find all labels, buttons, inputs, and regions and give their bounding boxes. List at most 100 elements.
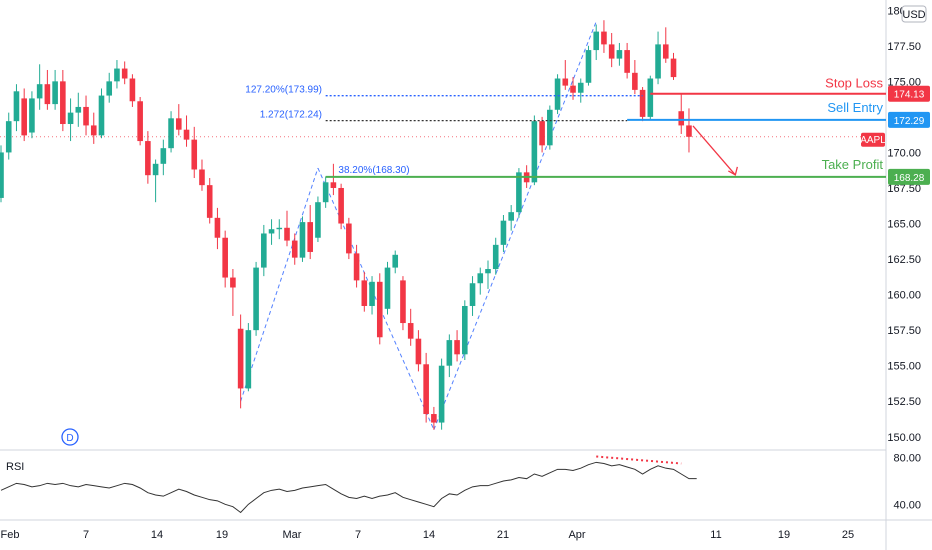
candle-body: [678, 111, 685, 126]
x-tick-label: Feb: [1, 529, 20, 541]
rsi-divergence-line: [596, 455, 682, 465]
candle-body: [322, 182, 329, 203]
candle-body: [361, 280, 368, 306]
candle-body: [36, 84, 43, 99]
y-tick-label: 157.50: [887, 325, 921, 337]
x-tick-label: 11: [710, 529, 721, 541]
candle-body: [13, 91, 20, 122]
x-tick-label: Apr: [568, 529, 585, 541]
candle-body: [570, 85, 576, 93]
candle-body: [261, 233, 267, 268]
candle-body: [562, 78, 569, 86]
stop-loss-label: Stop Loss: [825, 76, 883, 91]
candle-body: [214, 217, 221, 238]
candle-body: [338, 187, 344, 224]
candle-body: [245, 330, 252, 389]
candle-body: [446, 340, 453, 366]
candle-body: [29, 98, 35, 133]
candle-body: [415, 338, 422, 365]
candle-body: [191, 139, 198, 170]
y-tick-label: 155.00: [887, 361, 921, 373]
candle-body: [21, 98, 27, 136]
candle-body: [346, 223, 352, 254]
candle-body: [454, 340, 460, 355]
candle-body: [253, 267, 259, 331]
candle-body: [129, 78, 136, 102]
candle-body: [44, 84, 51, 105]
x-tick-label: 21: [497, 529, 509, 541]
stop-loss-price-box: [888, 85, 930, 102]
candle-body: [330, 182, 337, 188]
candle-body: [624, 50, 630, 73]
candle-body: [75, 106, 82, 113]
y-tick-label: 152.50: [887, 396, 921, 408]
rsi-y-tick-label: 40.00: [893, 499, 921, 511]
sell-entry-price-box: [888, 111, 930, 128]
candle-body: [601, 31, 607, 45]
candle-body: [0, 152, 4, 198]
take-profit-price-box: [888, 168, 930, 185]
y-tick-label: 150.00: [887, 432, 921, 444]
x-tick-label: 19: [216, 529, 228, 541]
x-tick-label: Mar: [283, 529, 302, 541]
currency-box: [901, 5, 927, 23]
y-tick-label: 177.50: [887, 41, 921, 53]
candle-body: [431, 414, 437, 423]
candle-body: [686, 125, 692, 137]
candle-body: [469, 283, 476, 306]
candle-body: [577, 82, 584, 93]
candle-body: [98, 95, 105, 136]
candle-body: [175, 118, 182, 130]
candle-body: [670, 58, 677, 78]
stop-loss-price-text: 174.13: [894, 90, 925, 101]
rsi-line: [0, 461, 697, 514]
candle-body: [655, 44, 661, 79]
candle-body: [485, 269, 491, 274]
rsi-label: RSI: [6, 461, 24, 473]
candle-body: [508, 212, 514, 221]
candle-body: [83, 106, 89, 126]
candle-body: [632, 72, 638, 90]
y-tick-label: 160.00: [887, 290, 921, 302]
down-arrow: [692, 125, 736, 176]
candle-body: [647, 78, 654, 117]
candle-body: [593, 31, 600, 51]
divider-badge-text: D: [66, 433, 73, 444]
x-tick-label: 7: [83, 529, 89, 541]
candle-body: [400, 280, 406, 324]
x-tick-label: 14: [423, 529, 435, 541]
divider-badge: [61, 428, 79, 446]
candle-body: [384, 267, 391, 309]
candle-body: [639, 89, 646, 117]
take-profit-price-text: 168.28: [894, 173, 925, 184]
candle-body: [554, 78, 561, 110]
candle-body: [52, 81, 58, 105]
candle-body: [516, 172, 522, 213]
take-profit-label: Take Profit: [822, 157, 884, 172]
x-tick-label: 7: [355, 529, 361, 541]
candle-body: [67, 112, 74, 125]
fib-382-label: 38.20%(168.30): [338, 165, 409, 176]
fib-guide-line: [240, 167, 319, 402]
candle-body: [137, 101, 143, 142]
candle-body: [376, 281, 383, 338]
y-tick-label: 175.00: [887, 76, 921, 88]
candle-body: [353, 253, 360, 281]
candle-body: [477, 273, 484, 284]
candle-body: [462, 305, 468, 355]
symbol-tag-text: AAPL: [860, 135, 886, 146]
candle-body: [222, 237, 228, 278]
candle-body: [160, 148, 167, 164]
annotations: 127.20%(173.99) 1.272(172.24) 38.20%(168.3…: [245, 76, 930, 185]
candle-body: [145, 141, 151, 176]
y-tick-label: 170.00: [887, 147, 921, 159]
candle-body: [539, 121, 545, 146]
candle-body: [237, 328, 244, 389]
x-tick-label: 25: [842, 529, 854, 541]
fib-guide-line: [433, 21, 597, 430]
sell-entry-label: Sell Entry: [827, 100, 883, 115]
candle-body: [121, 68, 128, 79]
